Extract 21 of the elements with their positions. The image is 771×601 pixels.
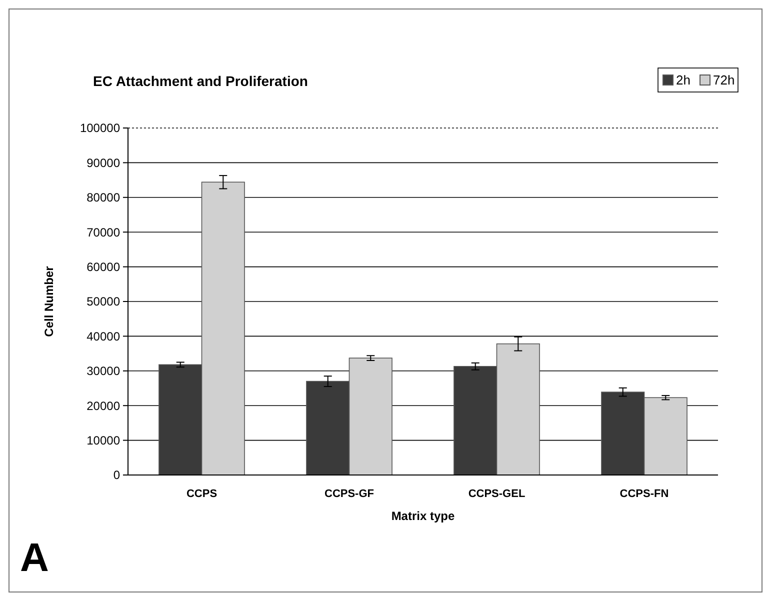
x-tick-label: CCPS-GF (324, 488, 374, 500)
y-tick-label: 20000 (86, 398, 120, 413)
chart-title: EC Attachment and Proliferation (93, 73, 308, 89)
y-tick-label: 30000 (86, 364, 120, 378)
x-tick-label: CCPS-FN (620, 488, 669, 500)
y-tick-label: 100000 (80, 121, 120, 136)
y-tick-label: 40000 (86, 329, 120, 344)
y-tick-label: 70000 (86, 225, 120, 240)
y-axis-title: Cell Number (42, 266, 56, 337)
y-tick-label: 90000 (86, 156, 120, 170)
x-axis-title: Matrix type (391, 509, 455, 523)
x-tick-label: CCPS-GEL (468, 488, 526, 500)
y-tick-label: 60000 (86, 260, 120, 274)
y-tick-label: 0 (113, 468, 120, 482)
y-tick-label: 80000 (86, 190, 120, 205)
legend-label: 2h (676, 72, 690, 88)
legend-label: 72h (713, 72, 735, 88)
y-tick-label: 50000 (86, 294, 120, 309)
x-tick-label: CCPS (186, 488, 218, 500)
text: A (20, 536, 49, 580)
y-tick-label: 10000 (86, 434, 120, 448)
